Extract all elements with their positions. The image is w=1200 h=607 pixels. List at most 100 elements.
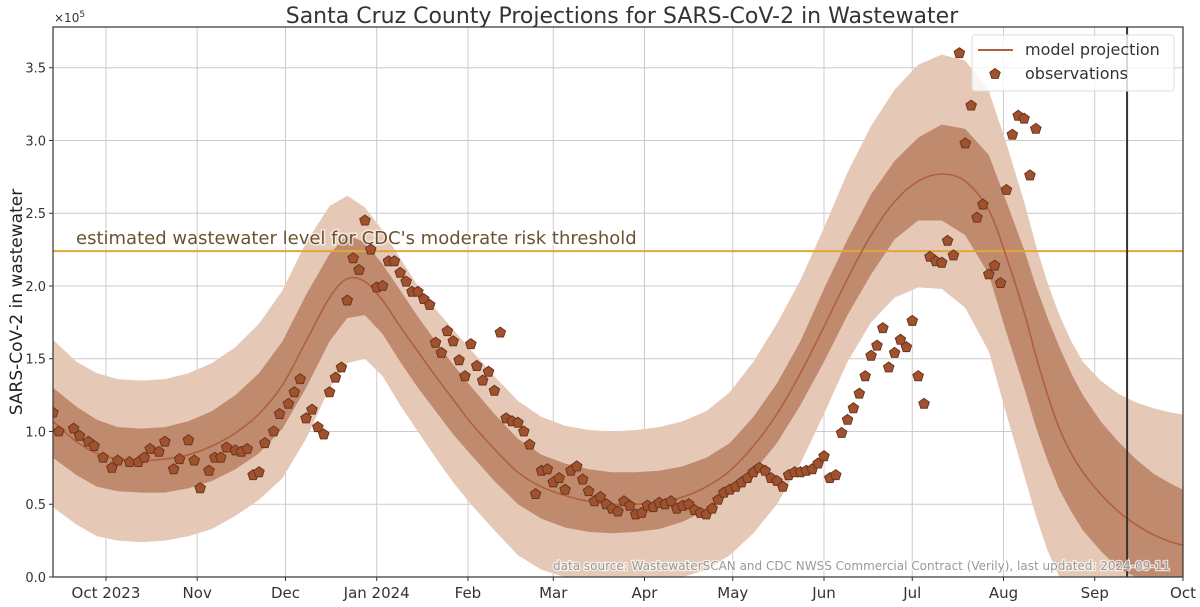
x-tick-label: May [717, 584, 748, 602]
legend: model projection observations [971, 34, 1175, 92]
x-tick-label: Dec [271, 584, 300, 602]
observation-point [847, 402, 860, 414]
observation-point [559, 483, 571, 495]
observation-point [947, 249, 960, 261]
observation-point [203, 464, 215, 476]
observation-point [965, 99, 977, 111]
observation-point [453, 354, 465, 366]
observation-point [300, 412, 312, 424]
inner-band-area [53, 124, 1183, 577]
observation-point [894, 333, 907, 345]
observation-point [220, 441, 233, 453]
observation-point [429, 336, 442, 348]
x-tick-label: Apr [632, 584, 659, 602]
observation-point [877, 322, 889, 334]
observation-point [159, 435, 171, 447]
observation-point [97, 451, 109, 463]
observation-point [259, 436, 271, 449]
observation-point [529, 487, 542, 499]
y-axis-label: SARS-CoV-2 in wastewater [7, 189, 27, 415]
observation-point [859, 370, 871, 382]
observation-point [144, 442, 156, 454]
observation-point [906, 314, 919, 326]
observation-point [88, 439, 100, 451]
observation-point [214, 451, 227, 463]
observation-point [971, 211, 983, 223]
observation-point [53, 425, 65, 437]
observation-point [173, 452, 186, 465]
observation-point [1018, 112, 1030, 124]
observation-point [518, 425, 530, 437]
observation-point [888, 346, 901, 358]
observation-point [818, 450, 830, 462]
observation-point [53, 406, 59, 418]
observation-point [388, 255, 401, 267]
y-tick-label: 2.5 [25, 207, 46, 222]
observation-point [523, 438, 536, 450]
observation-point [67, 422, 80, 434]
observations [53, 47, 1042, 520]
observation-point [476, 374, 489, 386]
observation-point [111, 454, 124, 466]
observation-point [1024, 169, 1036, 181]
observation-point [282, 397, 295, 409]
x-tick-label: Jan 2024 [343, 584, 410, 602]
observation-point [994, 276, 1007, 288]
observation-point [853, 387, 866, 399]
observation-point [418, 292, 430, 304]
observation-point [412, 285, 424, 297]
observation-point [294, 372, 306, 385]
observation-point [918, 397, 930, 409]
observation-point [323, 386, 336, 398]
legend-label-model: model projection [1025, 40, 1160, 59]
observation-point [488, 384, 501, 396]
legend-box [971, 34, 1175, 92]
observation-point [1030, 122, 1042, 134]
observation-point [935, 256, 948, 268]
observation-point [871, 339, 883, 351]
y-offset-label: ×105 [54, 10, 85, 25]
observation-point [447, 335, 459, 347]
observation-point [435, 346, 448, 358]
x-tick-label: Jul [902, 584, 921, 602]
data-source-annotation: data source: WastewaterSCAN and CDC NWSS… [553, 559, 1170, 573]
threshold: estimated wastewater level for CDC's mod… [53, 227, 1183, 253]
x-tick-label: Oct 2023 [72, 584, 141, 602]
observation-point [423, 298, 436, 310]
observation-point [347, 252, 359, 264]
observation-point [335, 361, 348, 373]
observation-point [571, 460, 583, 472]
observation-point [241, 442, 253, 454]
observation-point [267, 425, 280, 437]
observation-point [353, 263, 365, 275]
observation-point [835, 426, 848, 438]
observation-point [576, 473, 589, 485]
y-tick-label: 0.0 [25, 571, 46, 586]
observation-point [983, 268, 995, 280]
observation-point [1000, 183, 1013, 195]
observation-point [317, 428, 330, 440]
y-tick-label: 3.0 [25, 134, 46, 149]
y-tick-label: 1.0 [25, 425, 46, 440]
observation-point [73, 429, 86, 441]
y-offset-exponent: 5 [79, 10, 85, 20]
observation-point [759, 464, 771, 476]
observation-point [623, 499, 636, 511]
y-tick-label: 0.5 [25, 498, 46, 513]
observation-point [273, 407, 286, 419]
observation-point [400, 275, 412, 287]
observation-point [365, 243, 377, 255]
observation-point [777, 480, 789, 492]
x-tick-label: Feb [455, 584, 482, 602]
y-offset-base: ×10 [54, 11, 79, 25]
observation-point [771, 474, 783, 486]
x-tick-label: Oct [1170, 584, 1196, 602]
observation-point [329, 371, 342, 383]
observation-point [459, 370, 471, 382]
observation-point [682, 498, 695, 510]
x-tick-label: Sep [1081, 584, 1109, 602]
observation-point [138, 451, 151, 463]
observation-point [253, 466, 265, 478]
observation-point [953, 47, 966, 59]
observation-point [494, 326, 507, 338]
